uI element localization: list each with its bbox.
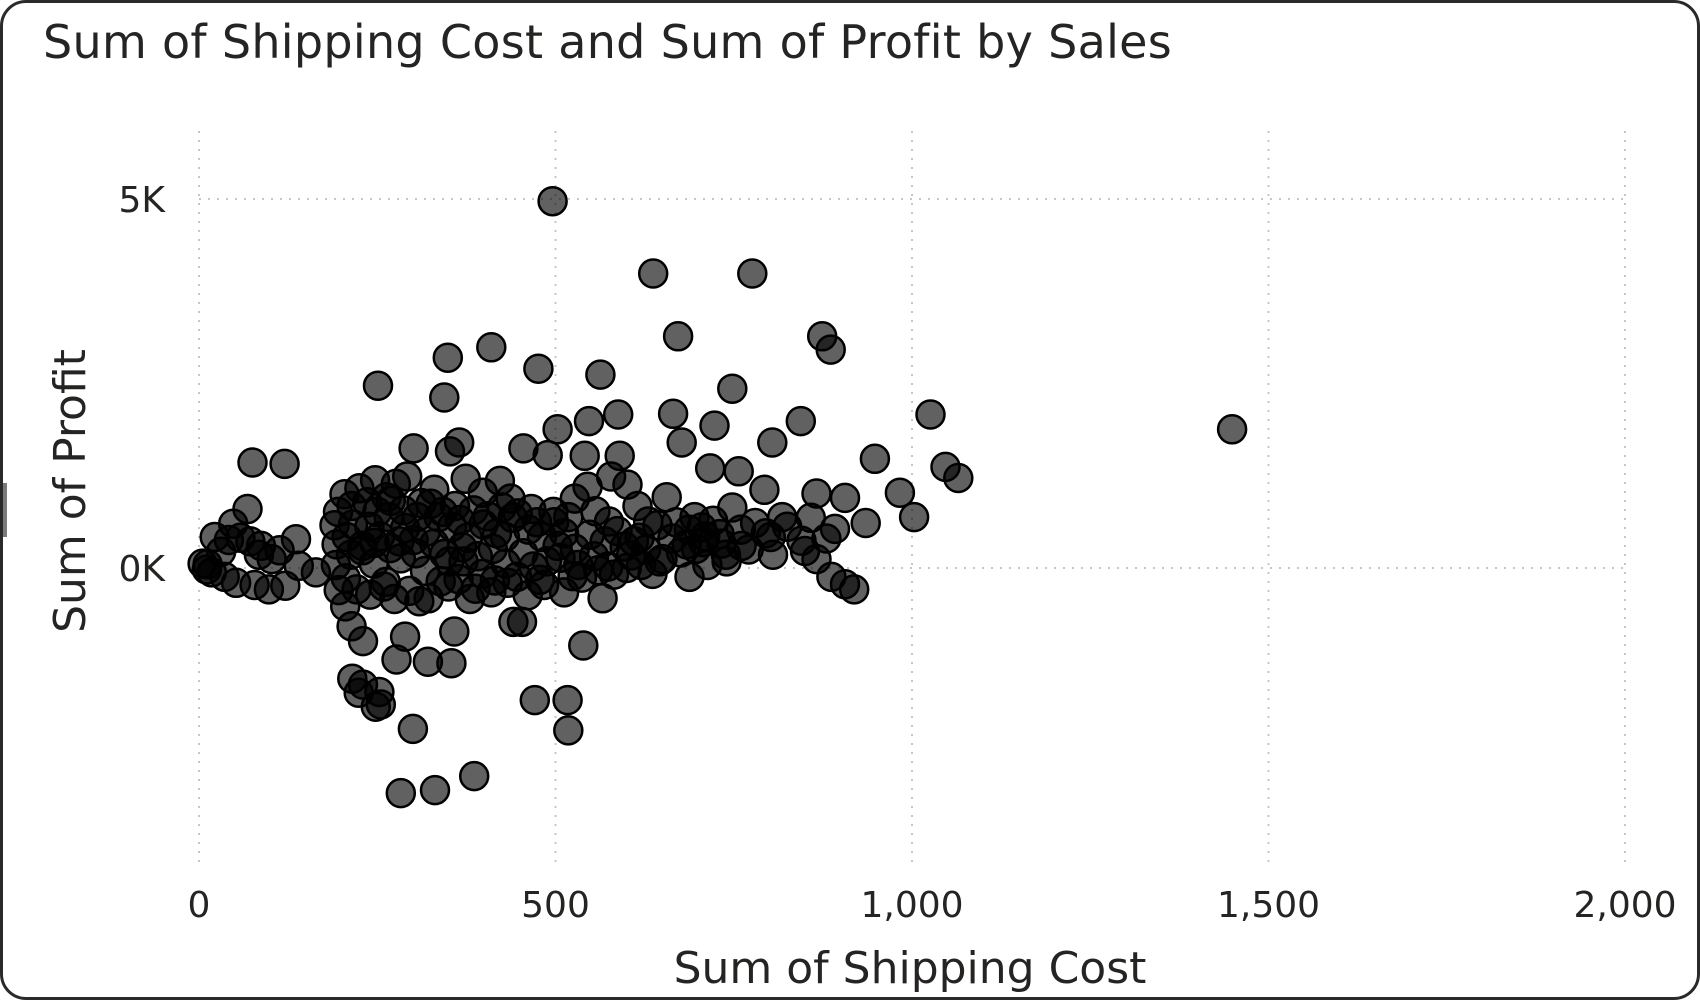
gridlines	[198, 131, 1626, 865]
data-point[interactable]	[785, 405, 817, 437]
data-point[interactable]	[404, 585, 435, 617]
data-point[interactable]	[585, 359, 616, 390]
data-point[interactable]	[666, 427, 697, 458]
data-point[interactable]	[573, 405, 605, 437]
data-point[interactable]	[943, 462, 974, 494]
y-tick-label: 5K	[118, 180, 166, 221]
x-tick-label: 2,000	[1573, 885, 1676, 926]
y-tick-label: 0K	[118, 549, 166, 590]
data-point[interactable]	[389, 621, 421, 652]
axes: Sum of Shipping Cost Sum of Profit 0 500 1…	[45, 180, 1677, 994]
data-point[interactable]	[717, 373, 748, 404]
x-axis-title: Sum of Shipping Cost	[674, 943, 1147, 994]
data-point[interactable]	[850, 507, 881, 539]
data-point[interactable]	[397, 713, 429, 745]
data-point[interactable]	[884, 477, 916, 508]
data-point[interactable]	[723, 456, 754, 487]
data-point[interactable]	[569, 440, 600, 472]
data-point[interactable]	[612, 469, 643, 500]
chart-title: Sum of Shipping Cost and Sum of Profit b…	[43, 15, 1173, 69]
data-point[interactable]	[553, 501, 584, 533]
data-point[interactable]	[657, 398, 689, 430]
data-point[interactable]	[237, 447, 268, 478]
data-point[interactable]	[602, 399, 634, 430]
data-point[interactable]	[269, 448, 300, 480]
x-tick-label: 1,000	[860, 885, 963, 926]
x-tick-label: 500	[521, 885, 590, 926]
data-point[interactable]	[811, 523, 842, 554]
data-point[interactable]	[771, 511, 803, 542]
data-point[interactable]	[699, 410, 730, 441]
y-axis-title: Sum of Profit	[45, 349, 96, 633]
data-point[interactable]	[706, 528, 737, 559]
data-point[interactable]	[694, 453, 726, 484]
data-point[interactable]	[362, 370, 394, 401]
data-point[interactable]	[749, 474, 780, 506]
data-point[interactable]	[432, 342, 464, 373]
x-tick-label: 0	[188, 885, 211, 926]
data-point[interactable]	[419, 774, 451, 806]
data-point[interactable]	[429, 382, 460, 413]
data-point[interactable]	[434, 436, 466, 467]
data-point[interactable]	[476, 332, 507, 363]
data-point[interactable]	[542, 414, 573, 445]
data-point[interactable]	[829, 482, 861, 514]
scatter-chart: Sum of Shipping Cost Sum of Profit 0 500 1…	[45, 131, 1677, 994]
data-point[interactable]	[532, 439, 563, 471]
data-point[interactable]	[568, 630, 599, 661]
data-point[interactable]	[737, 258, 768, 289]
data-point[interactable]	[347, 625, 379, 657]
data-point[interactable]	[1216, 414, 1248, 445]
data-point[interactable]	[450, 463, 481, 494]
data-point[interactable]	[815, 334, 846, 365]
data-point[interactable]	[243, 539, 275, 570]
data-point[interactable]	[385, 777, 417, 809]
data-point[interactable]	[552, 684, 583, 716]
data-point[interactable]	[553, 715, 584, 746]
data-point[interactable]	[838, 574, 870, 605]
data-point[interactable]	[898, 501, 930, 533]
data-point[interactable]	[347, 669, 379, 700]
data-point[interactable]	[191, 554, 223, 585]
data-point[interactable]	[519, 684, 551, 716]
data-point[interactable]	[398, 433, 429, 464]
data-point[interactable]	[498, 606, 529, 638]
data-point[interactable]	[757, 427, 788, 458]
data-point[interactable]	[637, 258, 669, 289]
data-point[interactable]	[915, 399, 946, 430]
data-points	[187, 185, 1248, 809]
data-point[interactable]	[436, 647, 467, 679]
data-point[interactable]	[524, 564, 556, 596]
data-point[interactable]	[662, 321, 694, 352]
x-tick-label: 1,500	[1217, 885, 1320, 926]
data-point[interactable]	[458, 760, 490, 792]
data-point[interactable]	[859, 443, 891, 475]
data-point[interactable]	[537, 185, 568, 217]
data-point[interactable]	[523, 353, 554, 384]
visual-resize-handle[interactable]	[3, 483, 7, 537]
data-point[interactable]	[439, 616, 470, 647]
